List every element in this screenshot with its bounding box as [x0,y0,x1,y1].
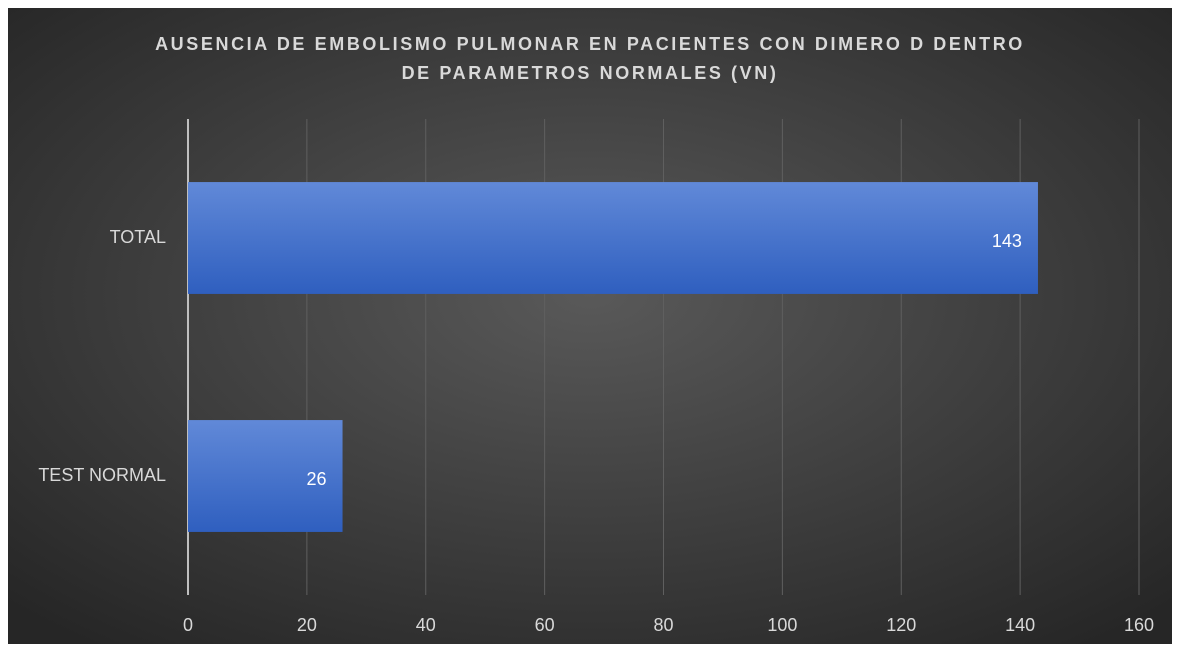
bar [188,182,1038,294]
y-tick-label: TEST NORMAL [38,465,166,485]
data-label: 143 [992,231,1022,251]
bar [188,420,343,532]
x-tick-label: 0 [183,615,193,635]
x-tick-label: 80 [653,615,673,635]
x-tick-label: 20 [297,615,317,635]
x-tick-label: 60 [535,615,555,635]
x-tick-label: 140 [1005,615,1035,635]
y-tick-label: TOTAL [110,227,166,247]
chart-title: AUSENCIA DE EMBOLISMO PULMONAR EN PACIEN… [155,34,1025,83]
chart-background [8,8,1172,644]
x-tick-label: 100 [767,615,797,635]
x-tick-label: 120 [886,615,916,635]
data-label: 26 [307,469,327,489]
x-tick-label: 40 [416,615,436,635]
x-tick-label: 160 [1124,615,1154,635]
